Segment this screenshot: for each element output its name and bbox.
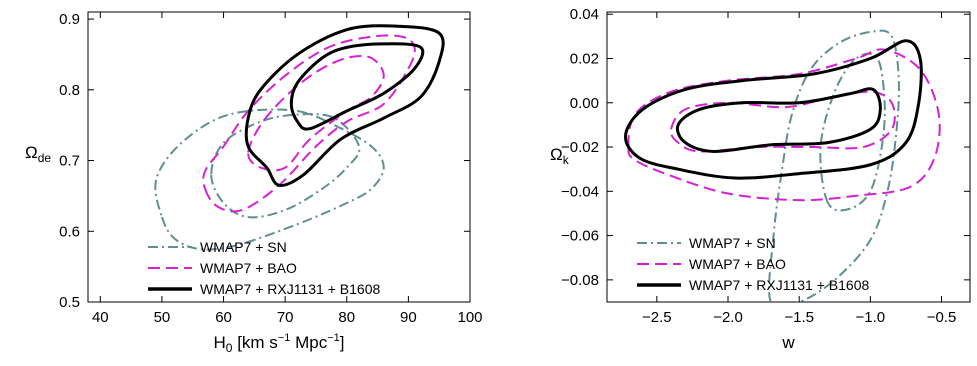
left-chart-panel: 40 50 60 70 80 90 100 0.5 0.6 0.7 0.8 0.9 WMAP7 + SN… <box>25 11 483 355</box>
y-tick-label: 0.6 <box>59 223 80 240</box>
y-tick-label: −0.04 <box>561 183 599 200</box>
x-axis-label: H0 [km s−1 Mpc−1] <box>214 332 345 355</box>
y-tick-label: 0.04 <box>570 6 599 23</box>
legend-label: WMAP7 + SN <box>689 235 776 251</box>
contour-series-1-level-1 <box>247 54 385 172</box>
x-tick-label: 60 <box>215 309 232 326</box>
x-tick-label: −1.0 <box>856 309 886 326</box>
y-axis-label: Ωde <box>25 143 51 165</box>
plot-frame <box>87 11 471 303</box>
contour-group <box>624 29 941 302</box>
contour-group <box>154 24 445 251</box>
y-tick-label: 0.00 <box>570 95 599 112</box>
y-tick-label: 0.5 <box>59 294 80 311</box>
x-tick-label: −0.5 <box>927 309 957 326</box>
x-tick-label: −2.5 <box>642 309 672 326</box>
plot-frame <box>606 11 971 303</box>
contour-series-0-level-1 <box>819 52 886 212</box>
x-tick-label: 70 <box>277 309 294 326</box>
y-tick-label: 0.7 <box>59 153 80 170</box>
x-tick-label: 80 <box>338 309 355 326</box>
contour-series-0-level-0 <box>768 29 900 302</box>
legend-label: WMAP7 + RXJ1131 + B1608 <box>200 281 380 297</box>
right-chart-panel: −2.5 −2.0 −1.5 −1.0 −0.5 −0.08 −0.06 −0.04 −0.02… <box>550 6 971 352</box>
y-tick-label: −0.06 <box>561 228 599 245</box>
x-axis-label: w <box>781 333 795 352</box>
x-tick-label: −1.5 <box>784 309 814 326</box>
y-tick-label: 0.02 <box>570 50 599 67</box>
contour-series-0-level-1 <box>210 113 361 219</box>
contour-series-2-level-0 <box>624 39 923 180</box>
contour-series-2-level-1 <box>289 42 425 131</box>
legend-label: WMAP7 + BAO <box>689 256 786 272</box>
legend-label: WMAP7 + SN <box>200 239 287 255</box>
legend-label: WMAP7 + BAO <box>200 260 297 276</box>
contour-series-2-level-0 <box>244 24 445 187</box>
y-tick-label: 0.9 <box>59 11 80 28</box>
x-tick-label: 100 <box>457 309 482 326</box>
contour-series-1-level-1 <box>669 90 896 153</box>
y-tick-label: −0.02 <box>561 139 599 156</box>
x-tick-label: −2.0 <box>713 309 743 326</box>
y-tick-label: −0.08 <box>561 272 599 289</box>
x-tick-label: 90 <box>400 309 417 326</box>
legend-label: WMAP7 + RXJ1131 + B1608 <box>689 277 869 293</box>
contour-series-1-level-0 <box>202 34 416 213</box>
x-tick-label: 40 <box>92 309 109 326</box>
contour-series-2-level-1 <box>675 87 882 153</box>
y-tick-label: 0.8 <box>59 82 80 99</box>
contour-series-0-level-0 <box>154 108 385 251</box>
x-tick-label: 50 <box>154 309 171 326</box>
